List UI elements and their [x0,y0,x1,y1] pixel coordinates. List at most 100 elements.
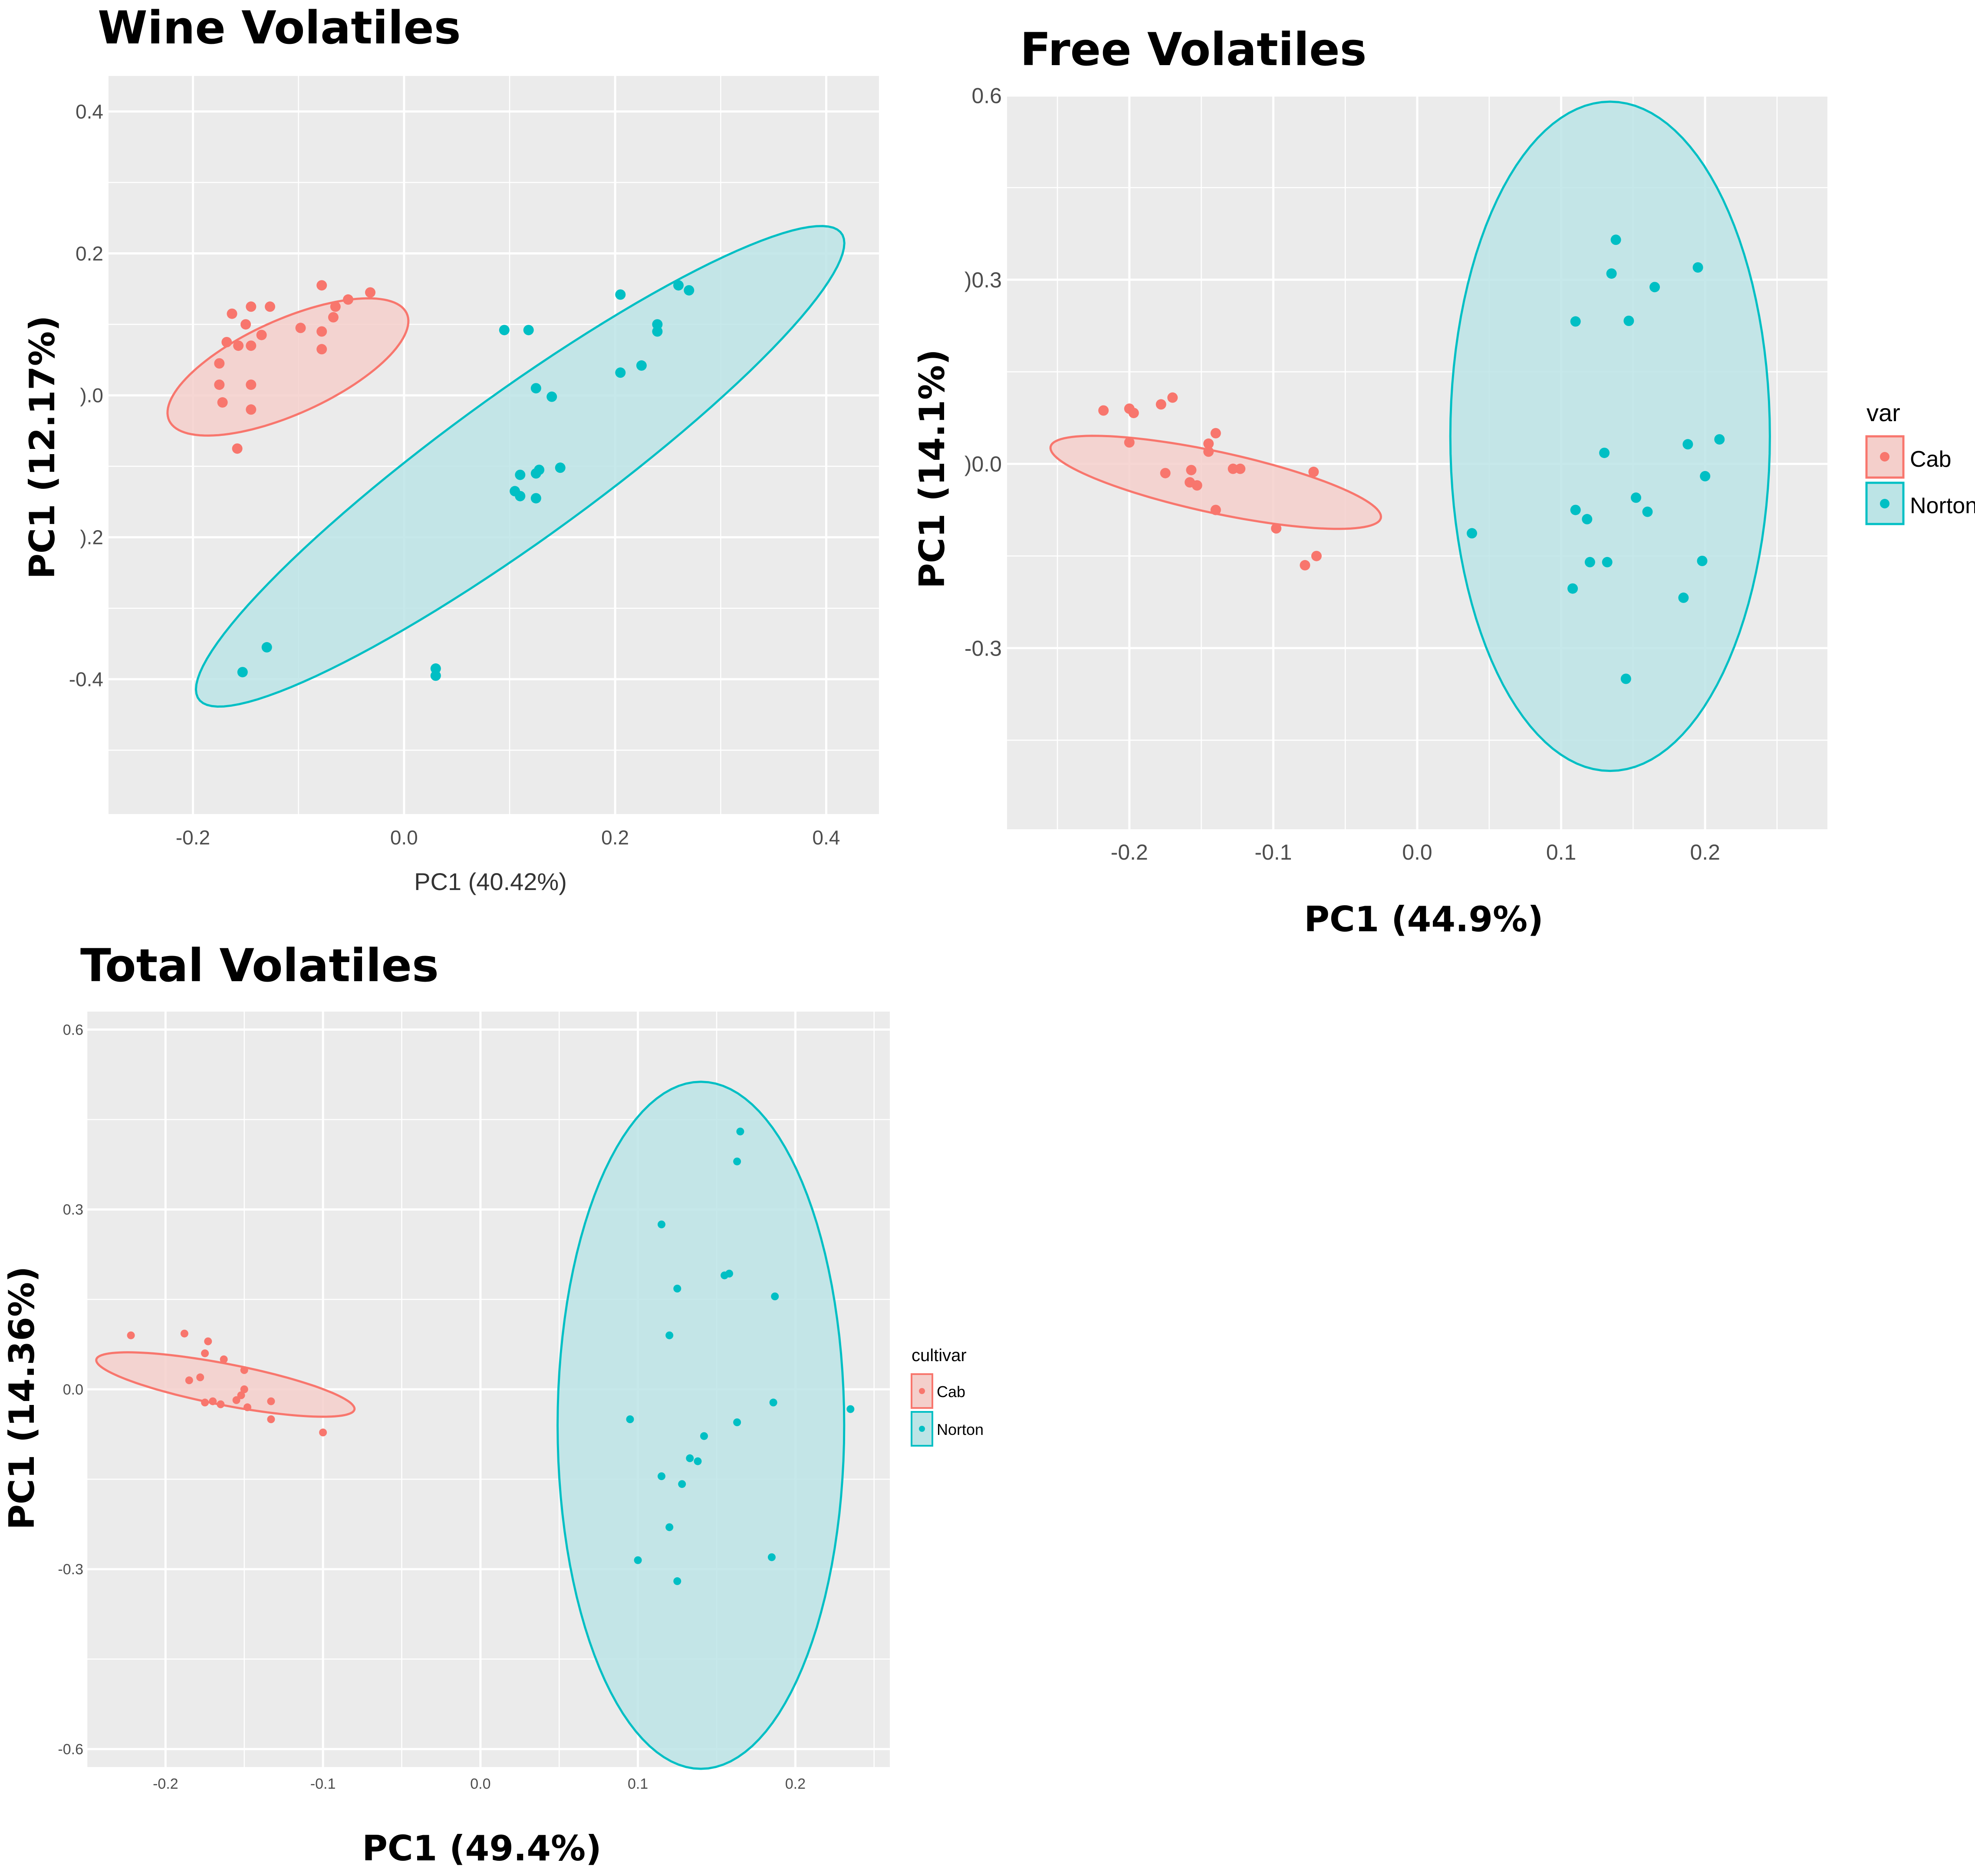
total-volatiles-y-tick-label: 0.6 [63,1022,83,1038]
wine-volatiles-point-cab [214,379,225,390]
total-volatiles-point-cab [204,1337,212,1345]
free-volatiles-x-ticks: -0.2 -0.1 0.0 0.1 0.2 [1111,840,1720,864]
free-volatiles-y-axis-title: PC1 (14.1%) [912,349,952,589]
wine-volatiles-point-cab [227,308,237,319]
wine-volatiles-point-cab [328,312,339,323]
wine-volatiles-point-norton [530,468,541,479]
free-volatiles-ellipse-norton [1449,100,1771,772]
free-volatiles-legend-label-cab: Cab [1910,447,1951,472]
total-volatiles-point-norton [769,1398,777,1407]
wine-volatiles-point-norton [515,469,526,480]
wine-volatiles-point-norton [615,289,626,300]
wine-volatiles-y-ticks: 0.4 0.2).0).2 -0.4 [69,100,103,691]
free-volatiles-point-norton [1714,434,1725,445]
free-volatiles-point-norton [1620,673,1631,684]
free-volatiles-x-tick-label: -0.1 [1254,840,1292,864]
total-volatiles-points [127,1128,855,1585]
wine-volatiles-y-axis-title: PC1 (12.17%) [22,315,63,579]
free-volatiles-point-norton [1582,514,1593,524]
free-volatiles-point-norton [1567,583,1578,594]
free-volatiles-point-cab [1186,465,1197,475]
total-volatiles-legend-label-cab: Cab [937,1383,965,1401]
total-volatiles-point-norton [678,1480,686,1488]
wine-volatiles-point-norton [615,367,626,378]
wine-volatiles-point-cab [214,358,225,369]
wine-volatiles-point-cab [316,326,327,337]
total-volatiles-x-tick-label: 0.0 [470,1776,490,1792]
wine-volatiles-x-axis-title: PC1 (40.42%) [414,868,567,895]
total-volatiles-ellipse-cab [95,1351,356,1418]
free-volatiles-legend-dot-norton [1880,499,1889,508]
total-volatiles-point-norton [658,1472,665,1480]
total-volatiles-point-norton [846,1405,855,1413]
free-volatiles-point-cab [1203,446,1214,457]
free-volatiles-point-cab [1210,504,1221,515]
wine-volatiles-point-cab [233,340,244,351]
free-volatiles-point-cab [1155,399,1166,410]
free-volatiles-point-cab [1228,463,1238,474]
wine-volatiles-ellipse-norton [194,225,846,708]
wine-volatiles-point-norton [636,360,647,371]
free-volatiles-point-cab [1308,466,1319,477]
wine-volatiles-panel: Wine Volatiles -0.2 0.0 0.2 0.4 0.4 0.2).0).… [22,1,879,895]
wine-volatiles-points [214,280,695,681]
free-volatiles-point-norton [1631,492,1641,503]
free-volatiles-ellipse-cab [1049,435,1382,530]
wine-volatiles-point-norton [652,326,663,337]
total-volatiles-point-norton [673,1285,681,1292]
free-volatiles-legend-title: var [1866,399,1900,426]
free-volatiles-title: Free Volatiles [1020,23,1366,76]
total-volatiles-y-tick-label: 0.3 [63,1202,83,1218]
total-volatiles-panel: Total Volatiles -0.2 -0.1 0.0 0.1 0.2 0.6 0.3… [2,939,984,1869]
wine-volatiles-point-cab [217,397,228,408]
total-volatiles-y-axis-title: PC1 (14.36%) [2,1266,42,1530]
wine-volatiles-point-cab [246,340,257,351]
free-volatiles-panel: Free Volatiles -0.2 -0.1 0.0 0.1 0.2 0.6)0.3… [912,23,1975,940]
free-volatiles-point-norton [1467,528,1477,539]
total-volatiles-y-tick-label: 0.0 [63,1381,83,1398]
free-volatiles-point-cab [1124,437,1135,448]
free-volatiles-point-norton [1692,262,1703,273]
total-volatiles-point-cab [220,1355,228,1363]
total-volatiles-point-norton [736,1128,744,1136]
total-volatiles-x-tick-label: 0.2 [785,1776,806,1792]
total-volatiles-point-cab [267,1415,275,1423]
total-volatiles-x-axis-title: PC1 (49.4%) [362,1828,602,1869]
wine-volatiles-point-cab [246,379,257,390]
free-volatiles-x-axis-title: PC1 (44.9%) [1304,899,1544,940]
free-volatiles-point-norton [1697,556,1708,566]
wine-volatiles-point-cab [256,330,267,340]
total-volatiles-legend-label-norton: Norton [937,1421,984,1438]
wine-volatiles-y-tick-label: ).0 [80,384,103,407]
total-volatiles-x-tick-label: 0.1 [628,1776,648,1792]
free-volatiles-x-tick-label: -0.2 [1111,840,1148,864]
total-volatiles-point-cab [201,1398,209,1407]
free-volatiles-x-tick-label: 0.0 [1402,840,1432,864]
wine-volatiles-point-cab [265,301,275,312]
total-volatiles-point-cab [217,1400,225,1408]
wine-volatiles-x-tick-label: 0.2 [601,826,629,849]
total-volatiles-point-cab [209,1397,217,1405]
free-volatiles-point-cab [1192,480,1202,491]
wine-volatiles-x-tick-label: 0.4 [812,826,840,849]
total-volatiles-point-norton [733,1157,741,1166]
total-volatiles-point-cab [240,1366,248,1374]
wine-volatiles-y-tick-label: 0.4 [76,100,103,123]
total-volatiles-point-cab [196,1373,204,1381]
total-volatiles-point-cab [185,1376,193,1385]
total-volatiles-point-cab [180,1329,188,1338]
free-volatiles-point-cab [1203,438,1214,449]
wine-volatiles-point-cab [343,294,353,305]
wine-volatiles-point-cab [330,301,341,312]
free-volatiles-y-ticks: 0.6)0.3)0.0 -0.3 [964,84,1002,661]
free-volatiles-legend: var Cab Norton [1865,399,1975,525]
total-volatiles-y-tick-label: -0.6 [58,1741,83,1758]
total-volatiles-point-cab [201,1349,209,1358]
free-volatiles-y-tick-label: 0.6 [971,84,1002,108]
free-volatiles-point-norton [1700,471,1711,481]
wine-volatiles-point-cab [295,323,306,333]
total-volatiles-point-cab [319,1428,327,1437]
total-volatiles-point-cab [237,1391,245,1399]
wine-volatiles-point-cab [365,287,375,298]
wine-volatiles-x-ticks: -0.2 0.0 0.2 0.4 [176,826,840,849]
